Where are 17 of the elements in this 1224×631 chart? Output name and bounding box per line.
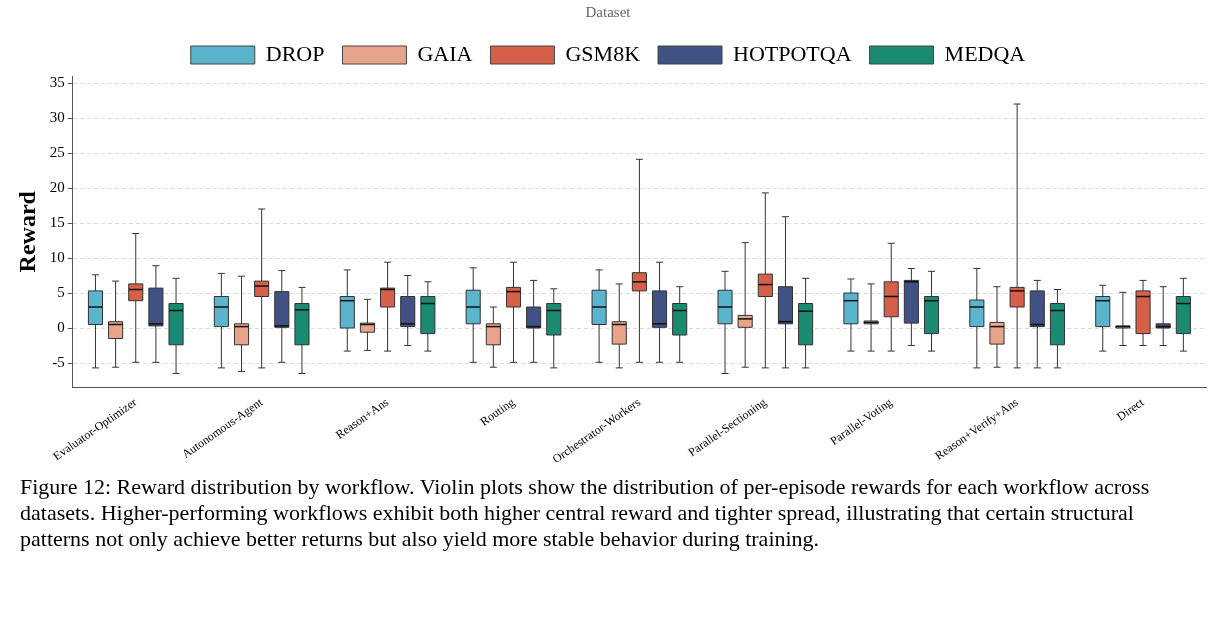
y-tick-label: -5 bbox=[52, 353, 65, 370]
y-tick-label: 15 bbox=[49, 213, 65, 230]
y-tick-label: 35 bbox=[49, 73, 65, 90]
legend-label: HOTPOTQA bbox=[733, 40, 852, 66]
y-axis-title: Reward bbox=[13, 190, 40, 273]
y-tick-label: 30 bbox=[49, 108, 65, 125]
y-tick-label: 0 bbox=[57, 318, 65, 335]
legend-label: GSM8K bbox=[565, 40, 641, 66]
legend-title: Dataset bbox=[585, 4, 632, 21]
legend-label: MEDQA bbox=[944, 40, 1026, 66]
y-tick-label: 10 bbox=[49, 248, 65, 265]
y-tick-label: 5 bbox=[57, 283, 65, 300]
y-tick-label: 20 bbox=[49, 178, 65, 195]
caption: Figure 12: Reward distribution by workflow. Violin plots show the distribution of per-episode rewards for each workflow across datasets. Higher-performing workflows exhibit both higher central reward and tighter spread, illustrating that certain structural patterns not only achieve better returns but also yield more stable behavior during training. bbox=[20, 474, 1151, 552]
legend-label: DROP bbox=[265, 40, 325, 66]
legend-label: GAIA bbox=[417, 40, 473, 66]
y-tick-label: 25 bbox=[49, 143, 65, 160]
